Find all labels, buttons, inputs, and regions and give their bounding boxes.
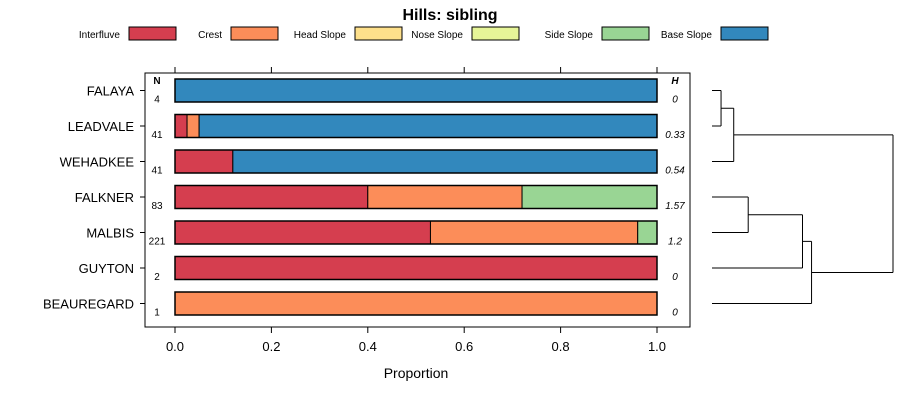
legend-crest-swatch [230, 26, 279, 41]
bar-outline-leadvale [174, 113, 658, 139]
bars [174, 78, 658, 316]
n-value-wehadkee: 41 [151, 166, 163, 177]
h-value-leadvale: 0.33 [665, 130, 685, 141]
legend: Interfluve Crest Head Slope Nose Slope Side … [79, 26, 769, 41]
bar-segment-falkner-crest [367, 185, 523, 209]
x-tick-label: 0.0 [166, 339, 184, 354]
n-value-beauregard: 1 [154, 308, 160, 319]
x-axis-label: Proportion [384, 365, 449, 381]
n-value-guyton: 2 [154, 272, 160, 283]
bar-segment-leadvale-crest [186, 114, 200, 138]
row-label-falkner: FALKNER [75, 190, 134, 205]
legend-head-slope-swatch [354, 26, 403, 41]
plot-panel [144, 72, 691, 328]
bar-outline-falkner [174, 184, 658, 210]
h-value-falkner: 1.57 [665, 201, 685, 212]
row-label-beauregard: BEAUREGARD [43, 297, 134, 312]
n-value-falkner: 83 [151, 201, 163, 212]
dendrogram [712, 90, 894, 304]
bar-segment-wehadkee-interfluve [174, 149, 234, 174]
h-value-guyton: 0 [672, 272, 678, 283]
legend-head-slope-label: Head Slope [294, 30, 347, 41]
row-labels: FALAYA LEADVALE WEHADKEE FALKNER MALBIS GUYTO… [43, 84, 145, 312]
h-value-wehadkee: 0.54 [665, 166, 685, 177]
legend-nose-slope-swatch [471, 26, 520, 41]
h-value-malbis: 1.2 [668, 237, 682, 248]
bar-segment-guyton-interfluve [174, 256, 658, 280]
x-tick-label: 0.6 [455, 339, 473, 354]
row-label-guyton: GUYTON [79, 261, 134, 276]
h-labels: H 0 0.33 0.54 1.57 1.2 0 0 [665, 76, 685, 319]
x-tick-label: 0.4 [359, 339, 377, 354]
bar-segment-beauregard-crest [174, 291, 658, 316]
h-value-falaya: 0 [672, 95, 678, 106]
n-header: N [153, 76, 160, 87]
bar-outline-malbis [174, 220, 658, 245]
bar-outline-beauregard [174, 291, 658, 316]
legend-side-slope-swatch [601, 26, 650, 41]
n-labels: N 4 41 41 83 221 2 1 [149, 76, 166, 319]
bar-segment-falkner-interfluve [174, 185, 369, 209]
n-value-falaya: 4 [154, 95, 160, 106]
row-label-falaya: FALAYA [87, 84, 135, 99]
row-label-malbis: MALBIS [86, 226, 134, 241]
bar-segment-leadvale-interfluve [174, 114, 188, 138]
h-value-beauregard: 0 [672, 308, 678, 319]
legend-interfluve-label: Interfluve [79, 30, 121, 41]
plot-area: FALAYA LEADVALE WEHADKEE FALKNER MALBIS GUYTO… [43, 67, 691, 381]
row-label-wehadkee: WEHADKEE [60, 155, 135, 170]
legend-crest-label: Crest [198, 30, 222, 41]
x-axis: 0.0 0.2 0.4 0.6 0.8 1.0 [166, 67, 666, 354]
bar-segment-malbis-side-slope [637, 220, 658, 245]
bar-segment-malbis-interfluve [174, 220, 431, 245]
row-label-leadvale: LEADVALE [68, 119, 135, 134]
chart-title: Hills: sibling [402, 7, 497, 24]
bar-segment-falkner-side-slope [521, 185, 658, 209]
bar-outline-wehadkee [174, 149, 658, 174]
h-header: H [671, 76, 679, 87]
legend-nose-slope-label: Nose Slope [411, 30, 463, 41]
x-tick-label: 1.0 [648, 339, 666, 354]
bar-segment-wehadkee-base-slope [232, 149, 658, 174]
x-tick-label: 0.8 [552, 339, 570, 354]
n-value-malbis: 221 [149, 237, 166, 248]
bar-segment-leadvale-base-slope [198, 114, 658, 138]
legend-interfluve-swatch [128, 26, 177, 41]
legend-base-slope-swatch [720, 26, 769, 41]
legend-side-slope-label: Side Slope [545, 30, 594, 41]
x-tick-label: 0.2 [262, 339, 280, 354]
legend-base-slope-label: Base Slope [661, 30, 713, 41]
bar-segment-falaya-base-slope [174, 78, 658, 103]
bar-outline-falaya [174, 78, 658, 103]
bar-segment-malbis-crest [429, 220, 639, 245]
n-value-leadvale: 41 [151, 130, 163, 141]
bar-outline-guyton [174, 255, 658, 281]
